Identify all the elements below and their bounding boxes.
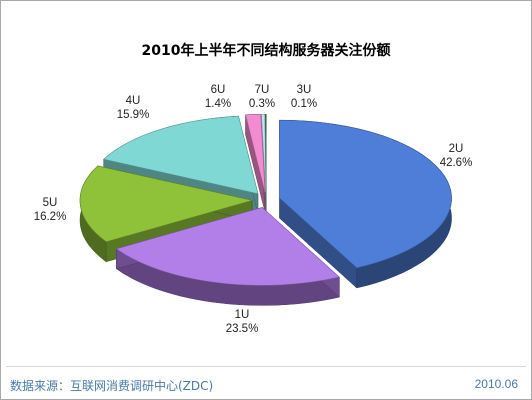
slice-label-7U: 7U (255, 84, 270, 96)
slice-label-4U: 4U (126, 95, 141, 107)
pie-slice-6U (245, 113, 266, 213)
slice-value-7U: 0.3% (249, 98, 275, 110)
chart-footer: 数据来源：互联网消费调研中心(ZDC) 2010.06 (0, 370, 532, 396)
slice-value-5U: 16.2% (34, 211, 67, 223)
slice-value-2U: 42.6% (440, 157, 473, 169)
pie-slice-1U (115, 206, 340, 306)
pie-slice-2U (279, 119, 452, 289)
chart-title: 2010年上半年不同结构服务器关注份额 (141, 43, 391, 59)
slice-label-6U: 6U (211, 84, 226, 96)
slice-value-6U: 1.4% (205, 98, 231, 110)
slice-value-4U: 15.9% (117, 109, 150, 121)
report-date: 2010.06 (474, 377, 518, 391)
slice-label-5U: 5U (43, 197, 58, 209)
slice-label-2U: 2U (449, 143, 464, 155)
slice-value-3U: 0.1% (291, 98, 317, 110)
footer-divider (6, 366, 526, 367)
slice-label-1U: 1U (235, 309, 250, 321)
slice-value-1U: 23.5% (226, 323, 259, 335)
slice-label-3U: 3U (297, 84, 312, 96)
data-source: 数据来源：互联网消费调研中心(ZDC) (10, 379, 214, 393)
